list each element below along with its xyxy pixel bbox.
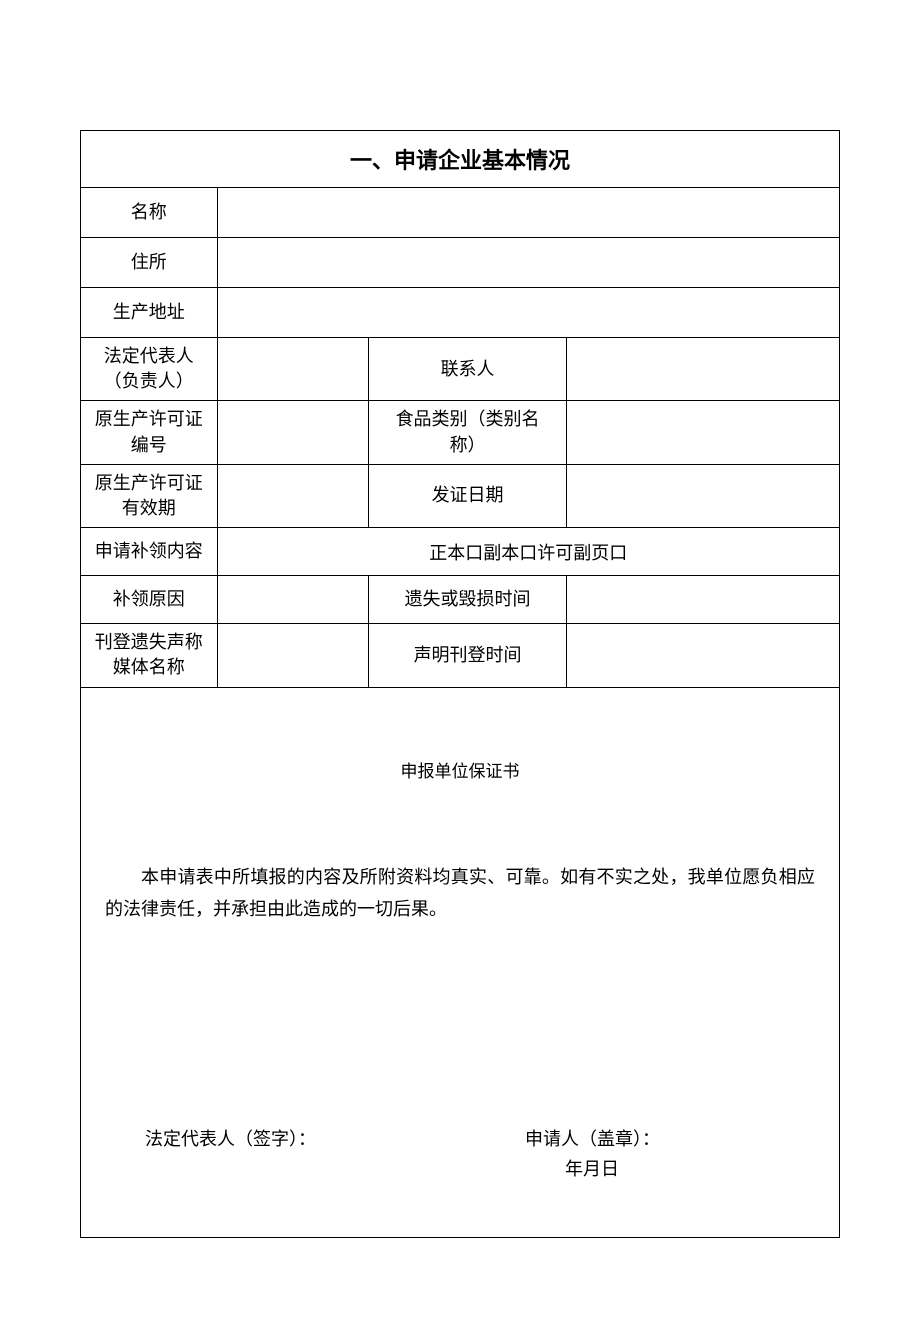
label-contact: 联系人: [369, 338, 566, 401]
declaration-cell: 申报单位保证书 本申请表中所填报的内容及所附资料均真实、可靠。如有不实之处，我单…: [81, 687, 840, 1237]
row-name: 名称: [81, 188, 840, 238]
row-orig-license-valid: 原生产许可证 有效期 发证日期: [81, 464, 840, 527]
row-declaration: 申报单位保证书 本申请表中所填报的内容及所附资料均真实、可靠。如有不实之处，我单…: [81, 687, 840, 1237]
label-media: 刊登遗失声称 媒体名称: [81, 624, 218, 687]
label-orig-license-valid: 原生产许可证 有效期: [81, 464, 218, 527]
value-address: [217, 238, 839, 288]
value-apply-content: 正本口副本口许可副页口: [217, 528, 839, 576]
section-header-row: 一、申请企业基本情况: [81, 131, 840, 188]
value-food-category: [566, 401, 839, 464]
label-orig-license-no: 原生产许可证 编号: [81, 401, 218, 464]
signature-legal-rep: 法定代表人（签字）：: [145, 1125, 435, 1151]
label-legal-rep: 法定代表人 （负责人）: [81, 338, 218, 401]
label-prod-address: 生产地址: [81, 288, 218, 338]
value-issue-date: [566, 464, 839, 527]
value-media: [217, 624, 369, 687]
section-title: 一、申请企业基本情况: [81, 131, 840, 188]
label-reason: 补领原因: [81, 576, 218, 624]
declaration-body: 本申请表中所填报的内容及所附资料均真实、可靠。如有不实之处，我单位愿负相应的法律…: [85, 782, 835, 925]
label-loss-time: 遗失或毁损时间: [369, 576, 566, 624]
row-media: 刊登遗失声称 媒体名称 声明刊登时间: [81, 624, 840, 687]
row-legal-rep: 法定代表人 （负责人） 联系人: [81, 338, 840, 401]
value-orig-license-valid: [217, 464, 369, 527]
value-legal-rep: [217, 338, 369, 401]
label-pub-time: 声明刊登时间: [369, 624, 566, 687]
value-prod-address: [217, 288, 839, 338]
value-reason: [217, 576, 369, 624]
label-name: 名称: [81, 188, 218, 238]
value-contact: [566, 338, 839, 401]
value-orig-license-no: [217, 401, 369, 464]
label-address: 住所: [81, 238, 218, 288]
value-loss-time: [566, 576, 839, 624]
row-apply-content: 申请补领内容 正本口副本口许可副页口: [81, 528, 840, 576]
signature-applicant: 申请人（盖章）：: [435, 1125, 815, 1151]
application-form-table: 一、申请企业基本情况 名称 住所 生产地址 法定代表人 （负责人） 联系人 原生…: [80, 130, 840, 1238]
value-name: [217, 188, 839, 238]
value-pub-time: [566, 624, 839, 687]
declaration-title: 申报单位保证书: [85, 743, 835, 782]
label-food-category: 食品类别（类别名 称）: [369, 401, 566, 464]
label-issue-date: 发证日期: [369, 464, 566, 527]
signature-row: 法定代表人（签字）： 申请人（盖章）：: [85, 925, 835, 1151]
row-orig-license-no: 原生产许可证 编号 食品类别（类别名 称）: [81, 401, 840, 464]
label-apply-content: 申请补领内容: [81, 528, 218, 576]
row-prod-address: 生产地址: [81, 288, 840, 338]
signature-date: 年月日: [85, 1151, 835, 1181]
row-reason: 补领原因 遗失或毁损时间: [81, 576, 840, 624]
row-address: 住所: [81, 238, 840, 288]
